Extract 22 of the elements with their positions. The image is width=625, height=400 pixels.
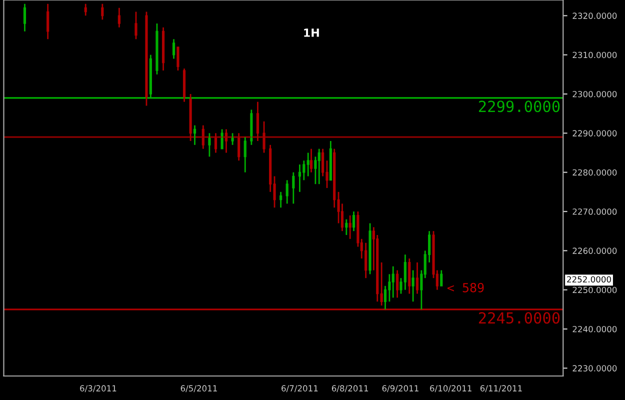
y-tick-label: 2270.0000 — [572, 208, 617, 215]
x-tick-label: 6/8/2011 — [332, 385, 368, 392]
y-tick-label: 2260.0000 — [572, 248, 617, 254]
x-tick-label: 6/3/2011 — [80, 385, 116, 392]
y-tick-label: 2240.0000 — [572, 326, 617, 332]
x-tick-label: 6/7/2011 — [282, 385, 318, 392]
y-tick-label: 2310.0000 — [572, 52, 617, 58]
y-tick-label: 2290.0000 — [572, 130, 617, 136]
ref-line-label: 2299.0000 — [478, 100, 560, 112]
y-tick-label: 2300.0000 — [572, 90, 617, 98]
x-tick-label: 6/11/2011 — [480, 385, 522, 392]
text: 1H — [304, 28, 319, 37]
y-tick-label: 2250.0000 — [572, 286, 617, 294]
annotation: < 589 — [447, 282, 484, 292]
y-tick-label: 2320.0000 — [572, 12, 617, 19]
y-tick-label: 2280.0000 — [572, 169, 617, 176]
y-tick-label: 2230.0000 — [572, 365, 617, 372]
x-tick-label: 6/5/2011 — [180, 385, 217, 392]
ref-line-label: 2245.0000 — [478, 312, 560, 324]
x-tick-label: 6/9/2011 — [382, 385, 418, 392]
text: 2252.0000 — [567, 276, 611, 283]
x-tick-label: 6/10/2011 — [430, 385, 472, 392]
